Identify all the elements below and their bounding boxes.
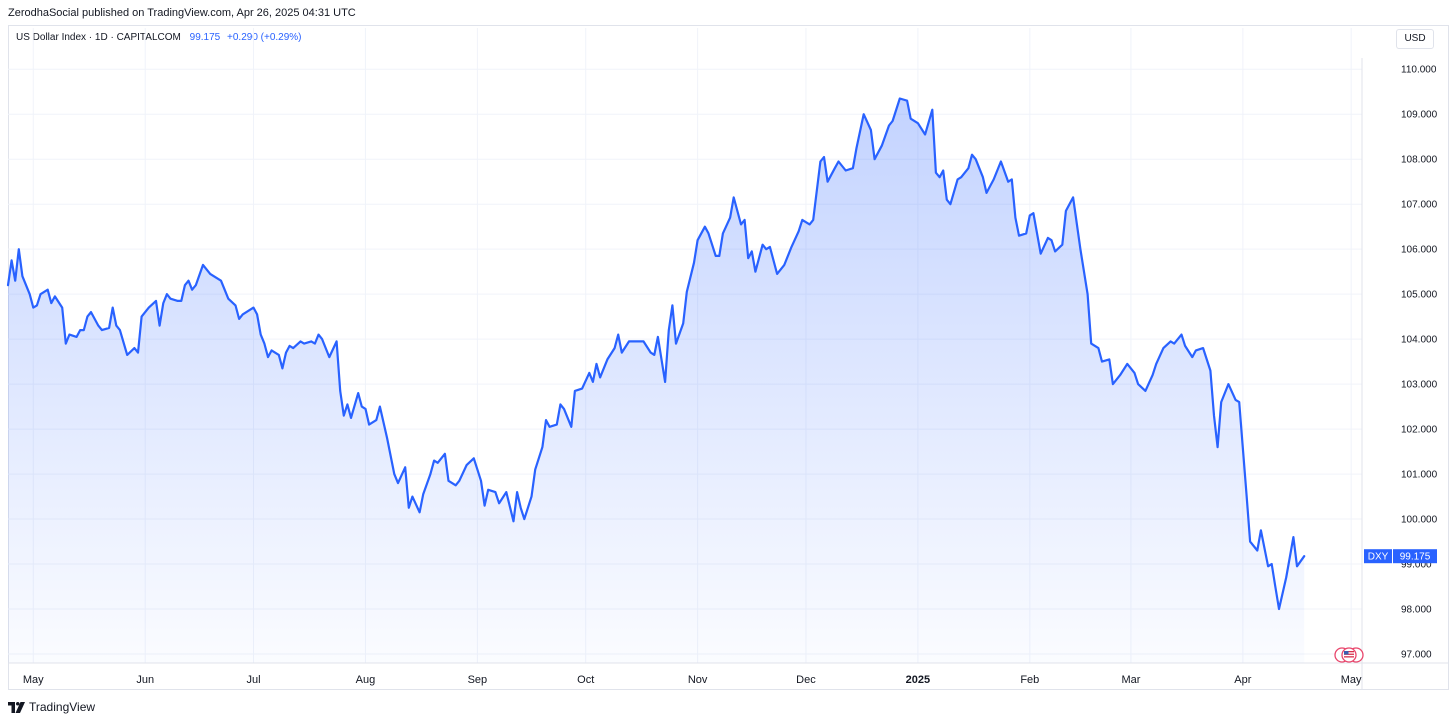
y-tick-label: 105.000 bbox=[1401, 290, 1438, 301]
y-tick-label: 97.000 bbox=[1401, 650, 1432, 661]
us-flag-icon bbox=[1341, 647, 1357, 663]
tradingview-logo-icon bbox=[8, 701, 25, 713]
price-label-symbol-bg bbox=[1364, 549, 1392, 564]
y-tick-label: 101.000 bbox=[1401, 470, 1438, 481]
events-icon[interactable] bbox=[1334, 647, 1364, 663]
x-tick-label: 2025 bbox=[906, 674, 930, 686]
x-tick-label: Jun bbox=[136, 674, 154, 686]
y-tick-label: 109.000 bbox=[1401, 110, 1438, 121]
last-price: 99.175 bbox=[189, 32, 221, 43]
y-tick-label: 100.000 bbox=[1401, 515, 1438, 526]
publisher-line: ZerodhaSocial published on TradingView.c… bbox=[8, 7, 356, 19]
y-tick-label: 98.000 bbox=[1401, 605, 1432, 616]
last-price-label: DXY 99.175 bbox=[1364, 549, 1437, 564]
price-label-value: 99.175 bbox=[1400, 552, 1431, 563]
price-area bbox=[8, 98, 1305, 663]
y-tick-label: 103.000 bbox=[1401, 380, 1438, 391]
x-tick-label: Oct bbox=[577, 674, 594, 686]
x-tick-label: Mar bbox=[1121, 674, 1140, 686]
y-tick-label: 102.000 bbox=[1401, 425, 1438, 436]
symbol-legend: US Dollar Index · 1D · CAPITALCOM 99.175… bbox=[16, 32, 302, 43]
footer-branding: TradingView bbox=[8, 698, 95, 716]
price-line bbox=[6, 97, 1306, 611]
time-axis: May Jun Jul Aug Sep Oct Nov Dec 2025 Feb Mar Apr May bbox=[23, 674, 1362, 686]
symbol-name[interactable]: US Dollar Index · 1D · CAPITALCOM bbox=[16, 32, 181, 43]
currency-button[interactable]: USD bbox=[1396, 29, 1434, 49]
y-tick-label: 99.000 bbox=[1401, 560, 1432, 571]
x-tick-label: Apr bbox=[1234, 674, 1251, 686]
footer-brand-text: TradingView bbox=[29, 700, 96, 714]
y-tick-label: 108.000 bbox=[1401, 155, 1438, 166]
x-tick-label: Aug bbox=[356, 674, 376, 686]
x-tick-label: Nov bbox=[688, 674, 708, 686]
x-tick-label: Jul bbox=[246, 674, 260, 686]
x-tick-label: Sep bbox=[468, 674, 488, 686]
x-tick-label: Feb bbox=[1020, 674, 1039, 686]
price-change: +0.290 (+0.29%) bbox=[227, 32, 302, 43]
price-label-value-bg bbox=[1393, 549, 1437, 564]
price-axis: 97.000 98.000 99.000 100.000 101.000 102.000 1… bbox=[1401, 65, 1438, 661]
x-tick-label: May bbox=[23, 674, 44, 686]
y-tick-label: 107.000 bbox=[1401, 200, 1438, 211]
x-tick-label: Dec bbox=[796, 674, 816, 686]
y-tick-label: 110.000 bbox=[1401, 65, 1437, 76]
price-label-symbol: DXY bbox=[1368, 552, 1389, 563]
x-tick-label: May bbox=[1341, 674, 1362, 686]
y-tick-label: 106.000 bbox=[1401, 245, 1438, 256]
y-tick-label: 104.000 bbox=[1401, 335, 1438, 346]
